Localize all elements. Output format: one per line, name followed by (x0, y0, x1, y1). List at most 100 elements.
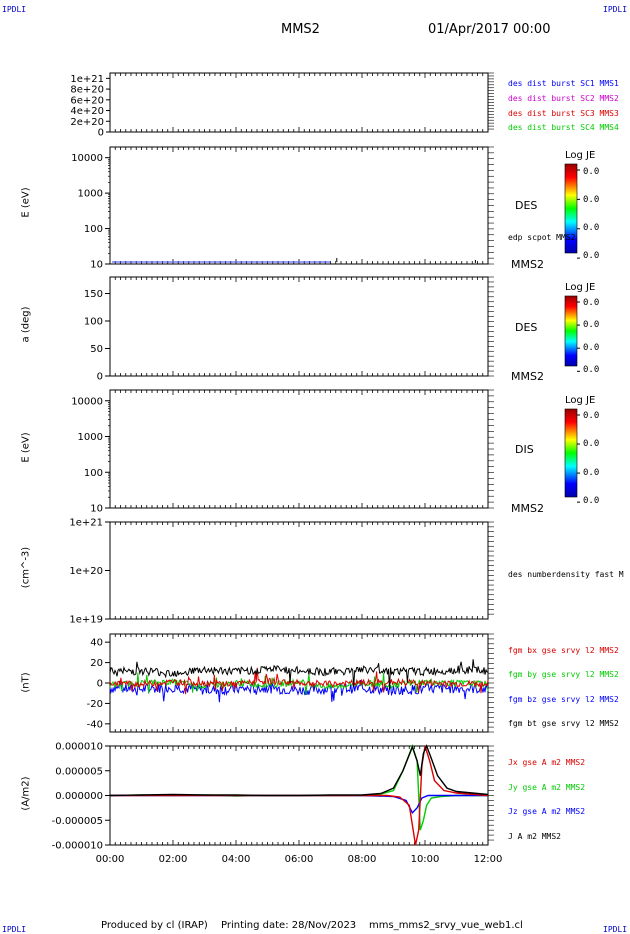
panel-4-ytick-label: 100 (84, 468, 103, 479)
colorbar-1-tick-2: 0.0 (583, 195, 600, 205)
ylabel-energy-dis: E (eV) (20, 432, 32, 463)
current-series-j (109, 744, 489, 797)
panel-2-ytick-label: 1000 (78, 189, 103, 200)
panel-3-frame (109, 276, 489, 377)
x-tick-label: 08:00 (348, 854, 377, 865)
colorbar-2-tick-2: 0.0 (583, 320, 600, 330)
colorbar-3-title: Log JE (565, 395, 596, 406)
panel-3-ytick-label: 150 (84, 289, 103, 300)
legend-fgm-bz: fgm bz gse srvy l2 MMS2 (508, 695, 619, 704)
colorbar-1-title: Log JE (565, 150, 596, 161)
colorbar-2 (564, 295, 578, 367)
ylabel-density: (cm^-3) (20, 546, 32, 589)
colorbar-2-title: Log JE (565, 282, 596, 293)
colorbar-1 (564, 163, 578, 254)
instrument-label-dis: DIS (515, 443, 534, 456)
field-series-bz (109, 679, 489, 703)
colorbar-2-tick-4: 0.0 (583, 365, 600, 375)
panel-3-ytick-label: 0 (97, 372, 103, 383)
colorbar-3-tick-4: 0.0 (583, 496, 600, 506)
colorbar-1-tick-3: 0.0 (583, 223, 600, 233)
field-series-bt (109, 659, 489, 690)
panel-2-frame (109, 146, 489, 265)
legend-density: des numberdensity fast M (508, 570, 624, 579)
legend-jz: Jz gse A m2 MMS2 (508, 807, 586, 816)
panel-2-ytick-label: 100 (84, 224, 103, 235)
panel-6-ytick-label: -20 (87, 699, 103, 710)
ylabel-field: (nT) (20, 672, 32, 693)
overlay-label-scpot: edp scpot MMS2 (508, 233, 576, 242)
corner-label-top-right: IPDLI (603, 5, 628, 14)
panel-1-ytick-label: 2e+20 (70, 117, 104, 128)
panel-2-ytick-label: 10000 (71, 153, 103, 164)
x-tick-label: 10:00 (411, 854, 440, 865)
footer-filename: mms_mms2_srvy_vue_web1.cl (369, 920, 523, 931)
panel-7-ytick-label: 0.000005 (55, 766, 103, 777)
legend-flag-sc4: des dist burst SC4 MMS4 (508, 123, 619, 132)
footer-producer: Produced by cl (IRAP) (101, 920, 208, 931)
spacecraft-title: MMS2 (281, 22, 320, 37)
legend-jx: Jx gse A m2 MMS2 (508, 758, 586, 767)
panel-1-ytick-label: 8e+20 (70, 85, 104, 96)
footer-printing-date: Printing date: 28/Nov/2023 (221, 920, 357, 931)
instrument-label-des-energy: DES (515, 199, 538, 212)
x-tick-label: 12:00 (474, 854, 503, 865)
legend-flag-sc3: des dist burst SC3 MMS3 (508, 109, 619, 118)
legend-flag-sc2: des dist burst SC2 MMS2 (508, 94, 619, 103)
ylabel-current: (A/m2) (20, 776, 32, 811)
panel-1-ytick-label: 1e+21 (70, 74, 104, 85)
panel-1-ytick-label: 4e+20 (70, 106, 104, 117)
panel-3-ytick-label: 50 (90, 344, 103, 355)
field-series-bx (109, 667, 489, 695)
panel-5-frame (109, 521, 489, 620)
colorbar-1-tick-4: 0.0 (583, 251, 600, 261)
panel-7-ytick-label: 0.000000 (55, 791, 103, 802)
panel-5-ytick-label: 1e+20 (69, 566, 103, 577)
panel-3-ytick-label: 100 (84, 317, 103, 328)
panel-1-ytick-label: 6e+20 (70, 95, 104, 106)
panel-7-ytick-label: -0.000010 (52, 841, 103, 852)
corner-label-bottom-left: IPDLI (2, 925, 27, 934)
x-tick-label: 02:00 (159, 854, 188, 865)
date-title: 01/Apr/2017 00:00 (428, 22, 551, 37)
x-tick-label: 00:00 (96, 854, 125, 865)
x-tick-label: 06:00 (285, 854, 314, 865)
colorbar-2-tick-1: 0.0 (583, 298, 600, 308)
panel-5-ytick-label: 1e+19 (69, 615, 103, 626)
panel-2-ytick-label: 10 (90, 260, 103, 271)
legend-fgm-by: fgm by gse srvy l2 MMS2 (508, 670, 619, 679)
spacecraft-label-panel2: MMS2 (511, 258, 544, 271)
panel-4-frame (109, 389, 489, 509)
panel-4-ytick-label: 10 (90, 504, 103, 515)
spacecraft-label-panel4: MMS2 (511, 502, 544, 515)
panel-7-ytick-label: 0.000010 (55, 742, 103, 753)
panel-6-ytick-label: 40 (90, 638, 103, 649)
legend-fgm-bx: fgm bx gse srvy l2 MMS2 (508, 646, 619, 655)
corner-label-top-left: IPDLI (2, 5, 27, 14)
panel-5-ytick-label: 1e+21 (69, 518, 103, 529)
spacecraft-label-panel3: MMS2 (511, 370, 544, 383)
panel-1-frame (109, 72, 489, 133)
legend-j: J A m2 MMS2 (508, 832, 561, 841)
colorbar-3-tick-1: 0.0 (583, 411, 600, 421)
panel-1-ytick-label: 0 (98, 128, 104, 139)
colorbar-3 (564, 408, 578, 498)
legend-fgm-bt: fgm bt gse srvy l2 MMS2 (508, 719, 619, 728)
panel-4-ytick-label: 1000 (78, 432, 103, 443)
colorbar-2-tick-3: 0.0 (583, 343, 600, 353)
panel-6-ytick-label: 0 (97, 679, 103, 690)
colorbar-1-tick-1: 0.0 (583, 167, 600, 177)
panel-4-ytick-label: 10000 (71, 396, 103, 407)
ylabel-pitch: a (deg) (20, 306, 32, 343)
legend-jy: Jy gse A m2 MMS2 (508, 783, 586, 792)
corner-label-bottom-right: IPDLI (603, 925, 628, 934)
legend-flag-sc1: des dist burst SC1 MMS1 (508, 79, 619, 88)
panel-6-ytick-label: 20 (90, 658, 103, 669)
panel-6-ytick-label: -40 (87, 719, 103, 730)
colorbar-3-tick-2: 0.0 (583, 439, 600, 449)
panel-7-ytick-label: -0.000005 (52, 816, 103, 827)
colorbar-3-tick-3: 0.0 (583, 468, 600, 478)
ylabel-energy-des: E (eV) (20, 187, 32, 218)
x-tick-label: 04:00 (222, 854, 251, 865)
